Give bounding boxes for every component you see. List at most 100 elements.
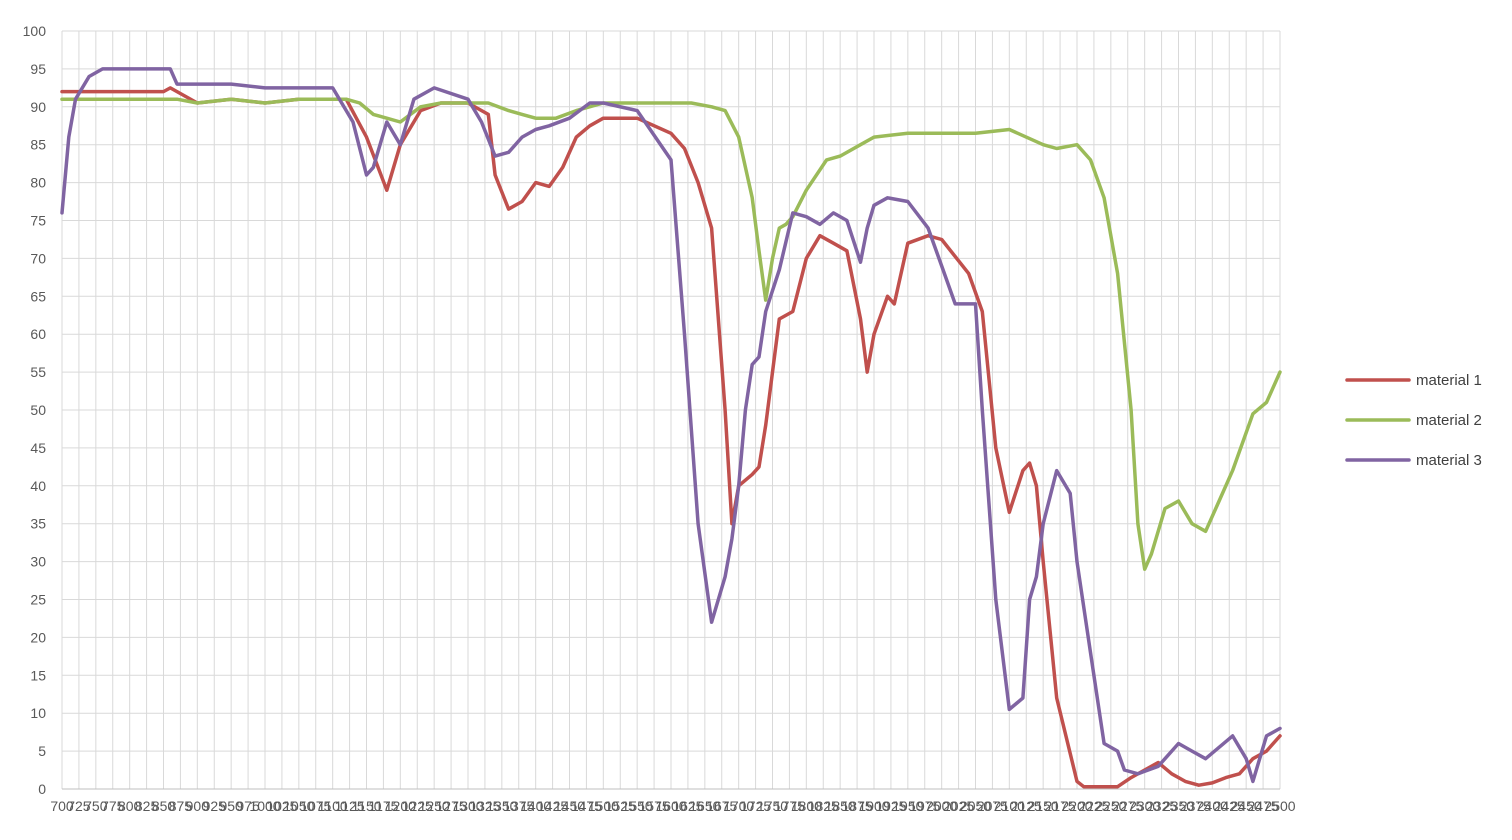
y-tick-label: 80: [30, 175, 46, 191]
y-tick-label: 15: [30, 667, 46, 683]
x-tick-label: 1050: [283, 798, 314, 814]
x-tick-label: 2150: [1028, 798, 1059, 814]
x-tick-label: 2025: [943, 798, 974, 814]
x-tick-label: 2125: [1011, 798, 1042, 814]
y-tick-label: 5: [38, 743, 46, 759]
y-tick-label: 90: [30, 99, 46, 115]
y-tick-label: 85: [30, 137, 46, 153]
x-tick-label: 1750: [757, 798, 788, 814]
series-line-2: [60, 97, 1282, 571]
x-tick-label: 2425: [1214, 798, 1245, 814]
y-tick-label: 70: [30, 250, 46, 266]
x-tick-label: 975: [236, 798, 260, 814]
x-tick-label: 1075: [300, 798, 331, 814]
x-tick-label: 1200: [385, 798, 416, 814]
x-tick-label: 1225: [402, 798, 433, 814]
x-tick-label: 2250: [1095, 798, 1126, 814]
x-tick-label: 1725: [740, 798, 771, 814]
series-lines: [60, 67, 1282, 789]
y-tick-label: 75: [30, 213, 46, 229]
x-tick-label: 2000: [926, 798, 957, 814]
gridlines: [61, 30, 1281, 790]
x-tick-label: 1425: [537, 798, 568, 814]
x-tick-label: 2375: [1180, 798, 1211, 814]
x-tick-label: 2075: [977, 798, 1008, 814]
x-tick-label: 2325: [1146, 798, 1177, 814]
legend-label-2: material 2: [1416, 412, 1482, 429]
x-tick-label: 1700: [723, 798, 754, 814]
x-tick-label: 1600: [655, 798, 686, 814]
y-tick-label: 95: [30, 61, 46, 77]
x-tick-label: 775: [101, 798, 125, 814]
x-tick-label: 1475: [571, 798, 602, 814]
x-tick-label: 2100: [994, 798, 1025, 814]
x-tick-label: 1150: [351, 798, 381, 814]
x-tick-label: 725: [67, 798, 91, 814]
x-tick-label: 1975: [909, 798, 940, 814]
x-tick-label: 1925: [875, 798, 906, 814]
y-tick-label: 40: [30, 478, 46, 494]
x-tick-label: 1825: [808, 798, 839, 814]
x-tick-label: 1025: [266, 798, 297, 814]
axes: 0510152025303540455055606570758085909510…: [23, 23, 1296, 814]
x-tick-label: 2050: [960, 798, 991, 814]
x-tick-label: 2225: [1078, 798, 1109, 814]
x-tick-label: 1125: [335, 798, 365, 814]
y-tick-label: 35: [30, 516, 46, 532]
x-tick-label: 1575: [639, 798, 670, 814]
y-tick-label: 30: [30, 554, 46, 570]
x-tick-label: 1350: [486, 798, 517, 814]
x-tick-label: 2450: [1231, 798, 1262, 814]
y-tick-label: 20: [30, 629, 46, 645]
x-tick-label: 1525: [605, 798, 636, 814]
x-tick-label: 750: [84, 798, 108, 814]
y-tick-label: 100: [23, 23, 47, 39]
legend-label-1: material 1: [1416, 372, 1482, 389]
x-tick-label: 1950: [892, 798, 923, 814]
x-tick-label: 2400: [1197, 798, 1228, 814]
y-tick-label: 0: [38, 781, 46, 797]
x-tick-label: 2175: [1045, 798, 1076, 814]
x-tick-label: 1900: [858, 798, 889, 814]
y-tick-label: 55: [30, 364, 46, 380]
x-tick-label: 1775: [774, 798, 805, 814]
legend-label-3: material 3: [1416, 452, 1482, 469]
x-tick-label: 1325: [469, 798, 500, 814]
x-tick-label: 1000: [249, 798, 280, 814]
x-tick-label: 1650: [689, 798, 720, 814]
x-tick-label: 1275: [436, 798, 467, 814]
x-tick-label: 1250: [419, 798, 450, 814]
x-tick-label: 1175: [368, 798, 398, 814]
x-tick-label: 1300: [452, 798, 483, 814]
x-tick-label: 1450: [554, 798, 585, 814]
x-tick-label: 2200: [1061, 798, 1092, 814]
y-tick-label: 50: [30, 402, 46, 418]
x-tick-label: 1100: [318, 798, 348, 814]
x-tick-label: 1400: [520, 798, 551, 814]
legend: material 1 material 2 material 3: [1345, 372, 1482, 469]
x-tick-label: 1850: [825, 798, 856, 814]
x-tick-label: 1800: [791, 798, 822, 814]
x-tick-label: 1625: [672, 798, 703, 814]
x-tick-label: 700: [50, 798, 74, 814]
x-tick-label: 2300: [1129, 798, 1160, 814]
x-tick-label: 2500: [1264, 798, 1295, 814]
x-tick-label: 1675: [706, 798, 737, 814]
x-tick-label: 925: [203, 798, 227, 814]
x-tick-label: 2350: [1163, 798, 1194, 814]
x-tick-label: 2275: [1112, 798, 1143, 814]
x-tick-label: 1875: [842, 798, 873, 814]
x-tick-label: 950: [219, 798, 243, 814]
x-tick-label: 850: [152, 798, 176, 814]
x-tick-label: 1500: [588, 798, 619, 814]
x-tick-label: 825: [135, 798, 159, 814]
x-tick-label: 900: [186, 798, 210, 814]
y-tick-label: 10: [30, 705, 46, 721]
x-tick-label: 2475: [1248, 798, 1279, 814]
x-tick-label: 875: [169, 798, 193, 814]
x-tick-label: 800: [118, 798, 142, 814]
x-tick-label: 1375: [503, 798, 534, 814]
y-tick-label: 45: [30, 440, 46, 456]
